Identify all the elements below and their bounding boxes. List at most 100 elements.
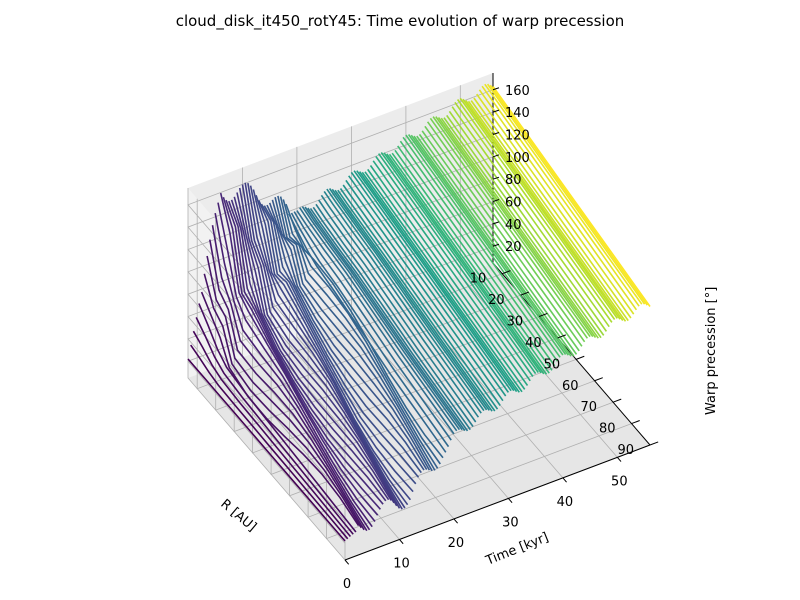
x-tick-mark xyxy=(612,398,622,403)
y-tick-mark xyxy=(399,539,404,545)
series-line xyxy=(459,97,618,319)
series-line xyxy=(383,152,542,374)
z-tick-mark xyxy=(492,199,500,203)
series-line xyxy=(323,190,482,414)
series-line xyxy=(315,203,474,427)
series-line xyxy=(440,117,599,339)
series-line xyxy=(260,203,420,478)
series-line xyxy=(481,85,640,307)
x-tick-label: 60 xyxy=(562,379,579,394)
z-tick-mark xyxy=(492,109,500,113)
z-axis-label: Warp precession [°] xyxy=(704,287,719,415)
series-line xyxy=(192,330,352,538)
y-tick-mark xyxy=(344,559,350,565)
series-line xyxy=(233,196,392,501)
series-line xyxy=(337,189,496,412)
series-line xyxy=(195,317,354,535)
series-line xyxy=(293,211,452,441)
series-line xyxy=(367,168,526,390)
z-tick-label: 140 xyxy=(505,106,530,121)
series-line xyxy=(258,200,417,485)
series-line xyxy=(282,199,441,465)
series-line xyxy=(350,171,510,393)
series-line xyxy=(416,135,575,357)
series-line xyxy=(228,200,387,502)
chart-title: cloud_disk_it450_rotY45: Time evolution … xyxy=(175,12,625,30)
y-tick-label: 40 xyxy=(557,495,574,510)
series-line xyxy=(342,184,501,406)
series-line xyxy=(448,110,608,332)
grid-line-z xyxy=(187,111,494,410)
x-tick-mark xyxy=(520,291,530,296)
series-line xyxy=(214,212,373,528)
x-tick-mark xyxy=(575,355,585,360)
series-line xyxy=(312,206,471,431)
x-axis-label: R [AU] xyxy=(217,497,259,535)
series-line xyxy=(348,175,507,397)
series-line xyxy=(271,199,431,471)
series-line xyxy=(279,196,439,469)
series-line xyxy=(377,153,537,375)
y-tick-label: 30 xyxy=(502,515,519,530)
series-line xyxy=(249,185,409,506)
series-line xyxy=(473,97,632,319)
series-line xyxy=(394,149,553,371)
series-line xyxy=(410,134,569,356)
series-line xyxy=(470,100,629,322)
x-tick-label: 80 xyxy=(599,422,616,437)
series-line xyxy=(268,202,428,471)
series-line xyxy=(244,182,403,510)
y-tick-label: 10 xyxy=(393,556,410,571)
series-line xyxy=(372,160,531,382)
x-tick-label: 70 xyxy=(581,400,598,415)
series-line xyxy=(266,204,425,471)
grid-line-z xyxy=(187,178,494,477)
series-line xyxy=(230,199,390,501)
x-tick-label: 30 xyxy=(507,315,524,330)
series-line xyxy=(331,188,490,411)
tick-group: 1020304050607080900102030405020406080100… xyxy=(343,84,659,592)
grid-line-z xyxy=(187,134,494,432)
series-line xyxy=(467,100,627,322)
series-line xyxy=(334,189,493,412)
series-line xyxy=(285,203,444,459)
series-line xyxy=(326,188,485,412)
series-line xyxy=(290,212,450,448)
x-tick-label: 20 xyxy=(488,293,505,308)
series-line xyxy=(407,134,567,355)
x-tick-mark xyxy=(649,441,659,446)
series-line xyxy=(320,194,480,418)
series-line xyxy=(375,156,534,377)
y-tick-mark xyxy=(453,518,459,524)
series-line xyxy=(456,99,616,320)
series-line xyxy=(255,195,414,493)
series-line xyxy=(203,273,362,529)
series-line xyxy=(397,145,556,367)
z-tick-mark xyxy=(492,243,500,247)
x-tick-label: 90 xyxy=(617,443,634,458)
series-line xyxy=(309,207,469,432)
series-group xyxy=(187,83,651,542)
series-line xyxy=(369,165,529,386)
series-line xyxy=(238,187,398,507)
series-line xyxy=(454,101,613,323)
y-tick-mark xyxy=(508,498,513,504)
series-line xyxy=(190,344,349,540)
series-line xyxy=(296,210,455,435)
z-tick-mark xyxy=(492,154,500,158)
y-tick-mark xyxy=(562,477,567,483)
series-line xyxy=(486,83,646,305)
series-line xyxy=(328,188,488,411)
series-line xyxy=(437,117,597,338)
series-line xyxy=(274,197,433,472)
series-line xyxy=(241,184,401,509)
series-line xyxy=(421,130,580,352)
series-line xyxy=(489,84,648,306)
series-line xyxy=(356,170,515,392)
series-line xyxy=(386,153,545,375)
series-line xyxy=(402,136,561,358)
series-line xyxy=(252,189,412,501)
series-line xyxy=(318,199,477,423)
z-tick-label: 100 xyxy=(505,151,530,166)
series-line xyxy=(426,121,586,343)
